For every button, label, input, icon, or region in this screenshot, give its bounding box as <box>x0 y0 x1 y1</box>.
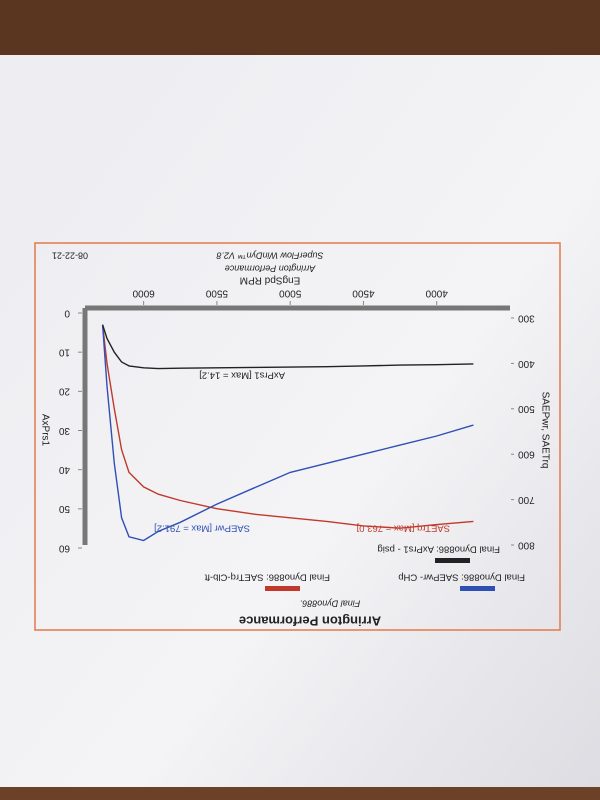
y2-tick-label: 10 <box>58 347 70 358</box>
footer-text: Arrington Performance <box>225 264 317 274</box>
y-tick-label: 700 <box>518 494 535 505</box>
x-axis-title: EngSpd RPM <box>240 274 301 285</box>
legend-label: Final Dyno886: SAETrq-Clb-ft <box>204 571 330 582</box>
y-tick-label: 800 <box>518 539 535 550</box>
x-tick-label: 5500 <box>205 287 228 298</box>
y2-tick-label: 30 <box>58 425 70 436</box>
y2-axis-title: AxPrs1 <box>39 414 50 447</box>
x-tick-label: 4500 <box>352 287 375 298</box>
printed-chart: Arrington Performance Final Dyno886. 300… <box>34 242 561 631</box>
chart-subtitle: Final Dyno886. <box>300 599 361 609</box>
y-tick-label: 600 <box>518 449 535 460</box>
series-line <box>101 324 474 370</box>
legend-label: Final Dyno886: SAEPwr- CHp <box>398 571 525 582</box>
y2-tick-label: 40 <box>58 464 70 475</box>
y2-tick-label: 20 <box>58 386 70 397</box>
x-tick-label: 6000 <box>132 287 155 298</box>
x-tick-label: 5000 <box>279 287 302 298</box>
y2-tick-label: 60 <box>58 542 70 553</box>
series-line <box>101 324 474 529</box>
wood-bottom <box>0 787 600 800</box>
wood-top <box>0 0 600 55</box>
y2-tick-label: 50 <box>58 503 70 514</box>
frame <box>34 242 561 631</box>
series-line <box>101 324 474 542</box>
annotation: AxPrs1 [Max = 14.2] <box>199 369 285 380</box>
annotation: SAETrq [Max = 763.0] <box>357 522 450 533</box>
legend-swatch <box>460 586 495 591</box>
legend-label: Final Dyno886: AxPrs1 - psig <box>377 543 500 554</box>
y-tick-label: 300 <box>518 312 535 323</box>
y-tick-label: 500 <box>518 403 535 414</box>
footer-text: 08-22-21 <box>52 251 88 261</box>
y2-tick-label: 0 <box>64 307 70 318</box>
legend-swatch <box>435 558 470 563</box>
chart-title: Arrington Performance <box>239 614 381 629</box>
annotation: SAEPwr [Max = 791.2] <box>154 522 250 533</box>
footer-text: SuperFlow WinDyn™ V2.8 <box>217 251 324 261</box>
y-axis-title: SAEPwr, SAETrq <box>539 392 550 469</box>
x-tick-label: 4000 <box>425 287 448 298</box>
legend-swatch <box>265 586 300 591</box>
y-tick-label: 400 <box>518 358 535 369</box>
